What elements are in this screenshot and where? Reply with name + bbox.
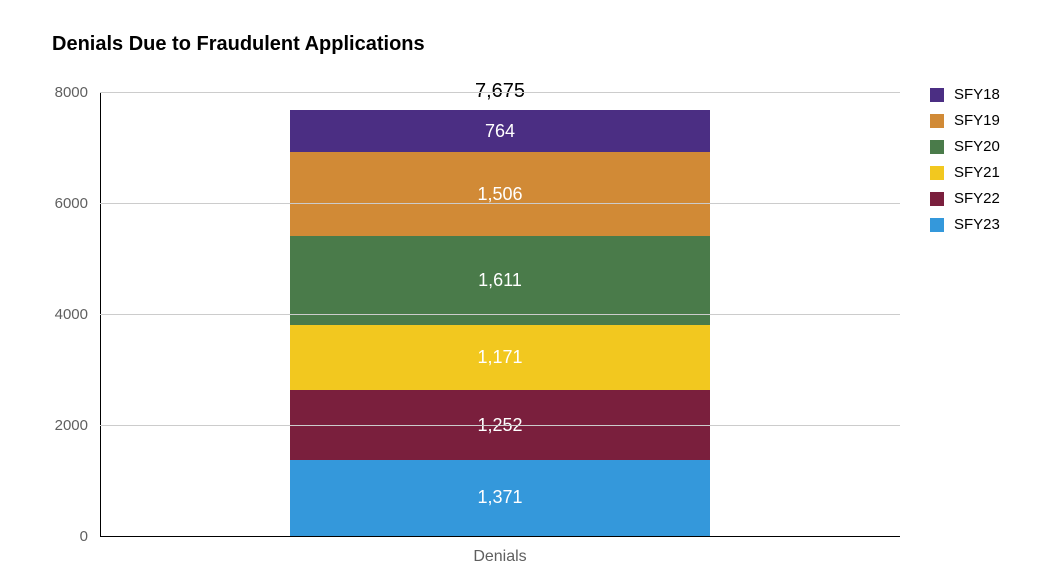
bar-segment: 1,611 [290,236,710,325]
legend-item: SFY22 [930,190,1000,207]
legend-label: SFY18 [954,86,1000,103]
segment-value-label: 1,371 [477,487,522,508]
legend-swatch [930,166,944,180]
bar-segment: 1,171 [290,325,710,390]
legend-item: SFY20 [930,138,1000,155]
gridline [100,92,900,93]
bar-segment: 1,506 [290,152,710,236]
y-tick-label: 6000 [55,195,88,212]
x-axis-line [100,536,900,537]
legend-label: SFY19 [954,112,1000,129]
chart-title: Denials Due to Fraudulent Applications [52,33,425,56]
y-tick-label: 8000 [55,84,88,101]
plot-area: 1,3711,2521,1711,6111,506764 7,675 02000… [100,92,900,536]
legend-item: SFY23 [930,216,1000,233]
legend-label: SFY23 [954,216,1000,233]
segment-value-label: 1,506 [477,184,522,205]
gridline [100,425,900,426]
bar-segment: 764 [290,110,710,152]
legend-swatch [930,140,944,154]
bar-segment: 1,371 [290,460,710,536]
bar-stack: 1,3711,2521,1711,6111,506764 [290,110,710,536]
legend-item: SFY19 [930,112,1000,129]
legend-swatch [930,192,944,206]
legend-label: SFY21 [954,164,1000,181]
legend-swatch [930,88,944,102]
y-tick-label: 2000 [55,417,88,434]
segment-value-label: 764 [485,121,515,142]
segment-value-label: 1,611 [478,270,522,291]
chart-canvas: Denials Due to Fraudulent Applications 1… [0,0,1051,584]
segment-value-label: 1,171 [477,347,522,368]
legend-label: SFY20 [954,138,1000,155]
legend-swatch [930,218,944,232]
legend-item: SFY18 [930,86,1000,103]
legend-label: SFY22 [954,190,1000,207]
legend-item: SFY21 [930,164,1000,181]
y-tick-label: 4000 [55,306,88,323]
gridline [100,314,900,315]
y-tick-label: 0 [80,528,88,545]
legend-swatch [930,114,944,128]
gridline [100,203,900,204]
x-axis-label: Denials [290,548,710,566]
